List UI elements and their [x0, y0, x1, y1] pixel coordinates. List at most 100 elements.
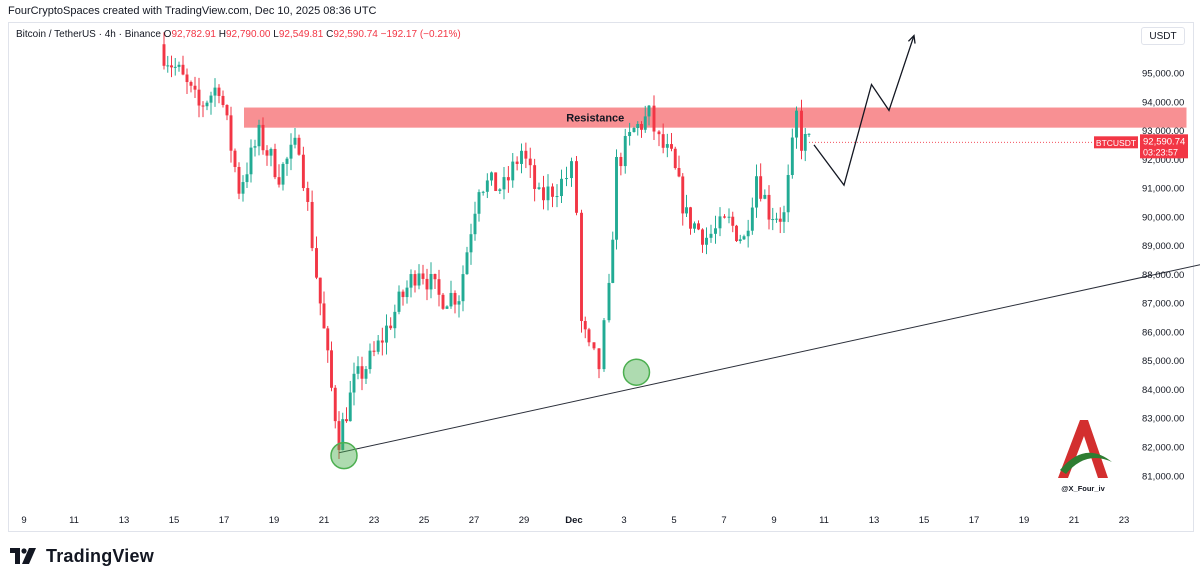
candle-body [306, 188, 310, 202]
candle-body [795, 110, 798, 138]
time-axis-label: 19 [1019, 515, 1030, 526]
candle-body [477, 192, 481, 214]
candle-body [185, 74, 189, 83]
candle-body [723, 216, 726, 218]
time-axis-label: 21 [1069, 515, 1080, 526]
time-axis-label: 11 [69, 515, 79, 526]
time-axis-label: 5 [671, 515, 676, 526]
watermark-handle: @X_Four_iv [1061, 484, 1105, 493]
price-axis-label: 88,000.00 [1142, 270, 1184, 281]
candle-body [277, 177, 281, 185]
candle-body [750, 207, 754, 231]
time-axis-label: 25 [419, 515, 430, 526]
candle-body [241, 182, 245, 194]
candle-body [409, 274, 413, 288]
price-axis: 81,000.00 82,000.00 83,000.00 84,000.00 85,0… [1142, 69, 1184, 483]
candle-body [233, 150, 237, 167]
resistance-zone-layer: Resistance [244, 107, 1187, 128]
candle-body [619, 156, 623, 167]
candle-body [670, 144, 673, 149]
candle-body [767, 194, 771, 220]
currency-button[interactable]: USDT [1141, 27, 1185, 45]
candle-body [368, 350, 372, 370]
candle-body [445, 306, 449, 309]
candle-body [746, 230, 750, 237]
candle-body [735, 225, 738, 242]
candle-body [473, 213, 477, 235]
close-value: 92,590.74 [333, 29, 378, 40]
close-label: C [326, 29, 334, 40]
candle-body [705, 237, 708, 245]
time-axis-label: 21 [319, 515, 330, 526]
candle-body [738, 239, 742, 242]
low-value: 92,549.81 [278, 29, 324, 40]
time-axis: 9 11 13 15 17 19 21 23 25 27 29 Dec 3 5 7 9 11 13 15 17 19 21… [21, 515, 1129, 526]
candle-body [592, 342, 596, 349]
time-axis-label: 11 [819, 515, 829, 526]
candle-body [714, 228, 717, 234]
candle-body [453, 292, 457, 305]
candle-body [333, 387, 337, 422]
price-axis-label: 92,000.00 [1142, 155, 1184, 166]
symbol-legend: Bitcoin / TetherUS · 4h · Binance O92,78… [16, 28, 461, 42]
time-axis-label: 19 [269, 515, 280, 526]
candle-body [511, 161, 515, 181]
candle-body [173, 66, 177, 68]
candle-body [494, 172, 498, 191]
candle-body [623, 136, 627, 167]
time-axis-label: 9 [771, 515, 776, 526]
candle-body [376, 340, 380, 352]
watermark-logo: @X_Four_iv [1058, 420, 1112, 493]
time-axis-label: 13 [119, 515, 130, 526]
candle-body [689, 207, 692, 229]
candle-body [685, 207, 688, 214]
price-axis-label: 85,000.00 [1142, 356, 1184, 367]
candle-body [607, 282, 611, 321]
price-axis-label: 83,000.00 [1142, 414, 1184, 425]
candle-body [421, 273, 425, 279]
candle-body [261, 124, 265, 151]
candle-body [632, 128, 636, 132]
candle-body [537, 187, 541, 189]
candle-body [401, 291, 405, 298]
candle-body [587, 329, 591, 343]
candle-body [647, 105, 651, 117]
open-value: 92,782.91 [171, 29, 216, 40]
candle-body [502, 177, 506, 190]
high-value: 92,790.00 [225, 29, 271, 40]
candle-body [565, 178, 568, 180]
price-axis-label: 82,000.00 [1142, 443, 1184, 454]
candle-body [197, 89, 201, 106]
symbol-name: Bitcoin / TetherUS · 4h · Binance [16, 29, 161, 40]
candle-body [533, 165, 537, 189]
change-value: −192.17 (−0.21%) [380, 29, 461, 40]
price-axis-label: 94,000.00 [1142, 97, 1184, 108]
candle-body [465, 252, 469, 275]
candle-body [389, 325, 393, 329]
candle-body [429, 273, 433, 290]
open-label: O [163, 29, 172, 40]
candle-body [759, 176, 763, 199]
candle-body [213, 87, 217, 96]
resistance-zone [244, 107, 1187, 128]
candle-body [170, 65, 173, 68]
candle-body [640, 124, 643, 130]
price-axis-label: 87,000.00 [1142, 299, 1184, 310]
candle-body [807, 133, 811, 135]
candle-body [229, 115, 233, 151]
price-axis-label: 81,000.00 [1142, 471, 1184, 482]
candle-body [225, 104, 229, 116]
candle-body [701, 229, 704, 245]
candle-body [315, 248, 318, 278]
candle-body [265, 150, 269, 156]
candle-body [405, 287, 409, 298]
candle-body [356, 366, 360, 374]
time-axis-label: Dec [565, 515, 582, 526]
candle-body [237, 166, 241, 194]
candle-body [461, 274, 465, 302]
candle-body [457, 301, 461, 305]
candle-body [673, 148, 677, 169]
price-axis-label: 86,000.00 [1142, 327, 1184, 338]
candle-body [253, 146, 257, 148]
